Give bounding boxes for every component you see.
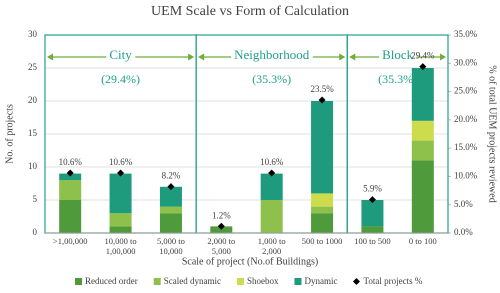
bar-segment xyxy=(109,213,132,227)
marker xyxy=(368,196,376,204)
x-tick-label: 2,000 to 5,000 xyxy=(207,236,236,256)
y-axis-title: No. of projects xyxy=(4,104,15,164)
marker xyxy=(419,63,427,71)
legend-item: Total projects % xyxy=(352,276,423,286)
bar-segment xyxy=(159,206,182,214)
bar-segment xyxy=(311,193,334,207)
data-label: 5.9% xyxy=(363,184,382,194)
legend-label: Scaled dynamic xyxy=(164,276,221,286)
legend-label: Shoebox xyxy=(247,276,279,286)
legend-item: Shoebox xyxy=(236,276,279,286)
y-tick-label: 20 xyxy=(28,95,38,105)
x-axis-title: Scale of project (No.of Buildings) xyxy=(182,256,318,267)
y2-axis-title: % of total UEM projects reviewed xyxy=(487,65,498,202)
bar-segment xyxy=(411,68,434,121)
marker xyxy=(167,183,175,191)
data-label: 10.6% xyxy=(59,157,83,167)
bar-segment xyxy=(59,200,82,233)
y2-tick-label: 30.0% xyxy=(454,57,478,67)
y2-tick-label: 0.0% xyxy=(454,227,473,237)
bar-segment xyxy=(361,226,384,233)
y2-tick-label: 25.0% xyxy=(454,86,478,96)
legend-marker xyxy=(352,278,360,285)
x-tick-label: 5,000 to 10,000 xyxy=(157,236,185,256)
bar-segment xyxy=(411,120,434,141)
group-label: (35.3%) xyxy=(252,72,291,86)
group-name: Block xyxy=(382,47,414,62)
group-name-bg xyxy=(106,51,136,63)
bar-segment xyxy=(59,180,82,200)
legend-label: Reduced order xyxy=(85,276,138,286)
marker xyxy=(318,96,326,104)
bar-segment xyxy=(159,186,182,207)
bar-segment xyxy=(260,173,283,200)
bar-segment xyxy=(311,101,334,194)
legend-item: Dynamic xyxy=(294,276,337,286)
legend-label: Dynamic xyxy=(304,276,337,286)
y-tick-label: 10 xyxy=(28,161,38,171)
data-label: 8.2% xyxy=(162,171,181,181)
legend-swatch xyxy=(153,278,161,285)
y2-tick-label: 15.0% xyxy=(454,142,478,152)
bar-segment xyxy=(159,213,182,233)
x-tick-label: 500 to 1000 xyxy=(301,236,343,246)
bar-segment xyxy=(361,200,384,227)
y2-tick-label: 35.0% xyxy=(454,29,478,39)
y-tick-label: 25 xyxy=(28,62,38,72)
chart-title: UEM Scale vs Form of Calculation xyxy=(151,4,349,19)
group-name-bg xyxy=(231,51,313,63)
y2-tick-label: 10.0% xyxy=(454,170,478,180)
data-label: 10.6% xyxy=(260,157,284,167)
group-name: City xyxy=(109,47,132,62)
bar-segment xyxy=(311,206,334,214)
data-label: 29.4% xyxy=(411,51,435,61)
legend-swatch xyxy=(236,278,244,285)
x-tick-label: 1,000 to 2,000 xyxy=(257,236,286,256)
legend-swatch xyxy=(294,278,302,285)
group-name-bg xyxy=(379,51,417,63)
legend-label: Total projects % xyxy=(363,276,422,286)
y-tick-label: 0 xyxy=(33,227,38,237)
bar-segment xyxy=(411,140,434,161)
x-tick-label: 0 to 100 xyxy=(408,236,437,246)
legend-swatch xyxy=(75,278,82,285)
marker xyxy=(66,169,74,177)
group-label: (29.4%) xyxy=(101,72,140,86)
x-tick-label: 100 to 500 xyxy=(354,236,391,246)
bar-segment xyxy=(109,173,132,214)
bar-segment xyxy=(260,200,283,233)
y2-tick-label: 5.0% xyxy=(454,199,473,209)
data-label: 23.5% xyxy=(310,84,334,94)
marker xyxy=(217,222,225,230)
y-tick-label: 30 xyxy=(28,29,38,39)
bar-segment xyxy=(59,173,82,181)
y2-tick-label: 20.0% xyxy=(454,114,478,124)
bar-segment xyxy=(109,226,132,233)
data-label: 10.6% xyxy=(109,157,133,167)
bar-segment xyxy=(311,213,334,233)
data-label: 1.2% xyxy=(212,210,231,220)
y-tick-label: 5 xyxy=(33,194,38,204)
bar-segment xyxy=(411,160,434,233)
marker xyxy=(117,169,125,177)
y-tick-label: 15 xyxy=(28,128,38,138)
group-label: (35.3%) xyxy=(378,72,417,86)
group-name: Neighborhood xyxy=(234,47,310,62)
x-tick-label: >1,00,000 xyxy=(52,236,88,246)
marker xyxy=(268,169,276,177)
legend-item: Reduced order xyxy=(75,276,138,286)
legend-item: Scaled dynamic xyxy=(153,276,221,286)
x-tick-label: 10,000 to 1,00,000 xyxy=(104,236,137,256)
